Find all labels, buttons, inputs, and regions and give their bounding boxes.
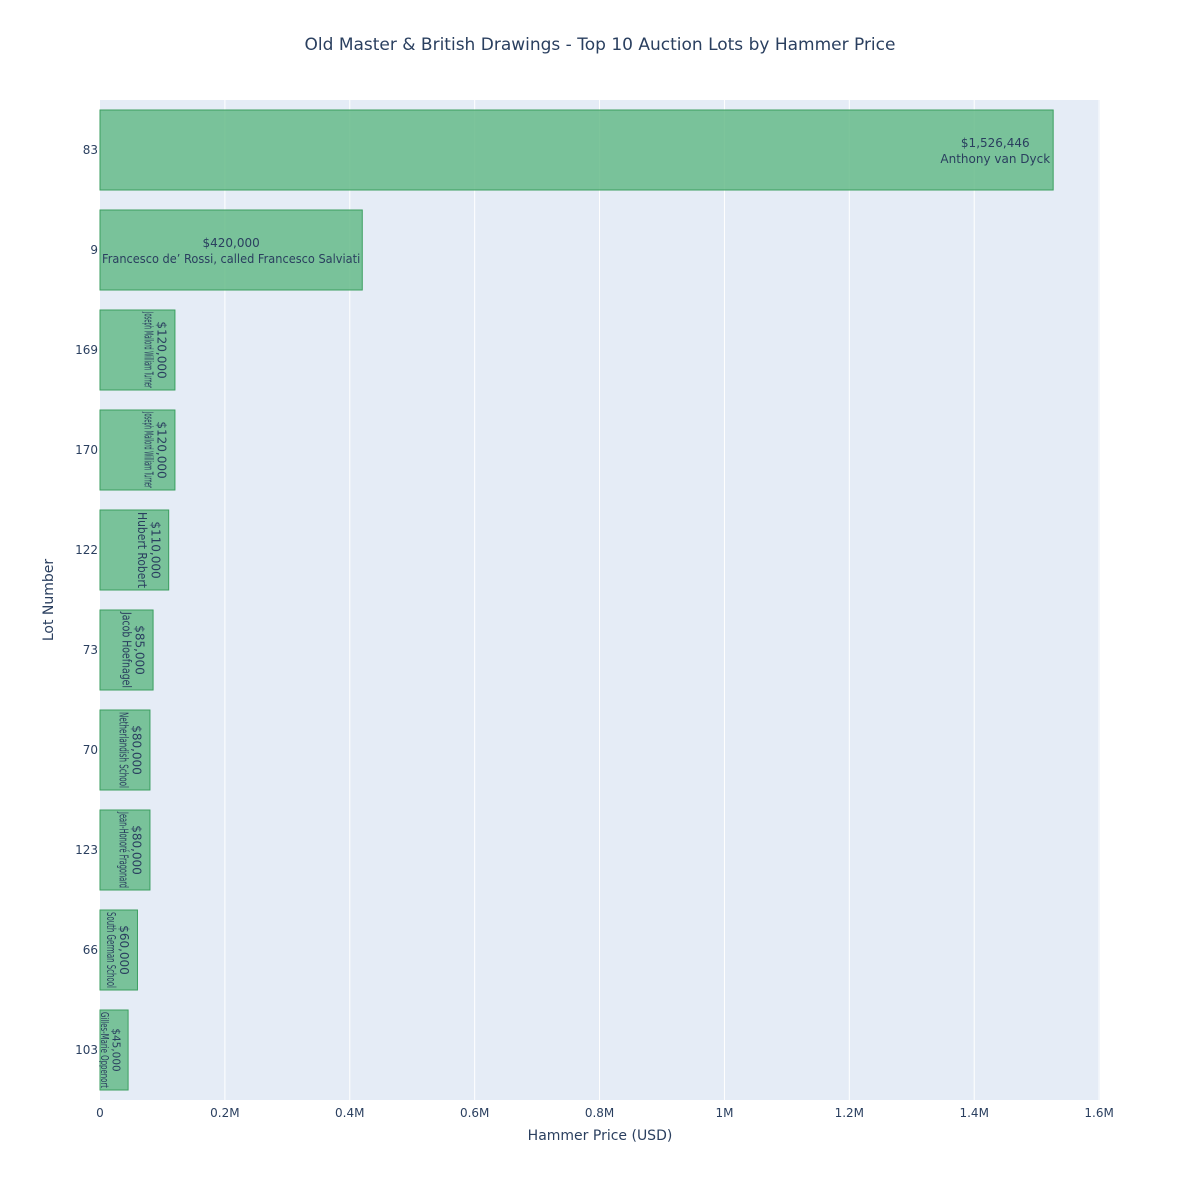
bar-artist-label: Joseph Mallord William Turner (141, 312, 155, 388)
y-tick-label: 123 (75, 843, 98, 857)
bar-artist-label: South German School (104, 912, 118, 988)
bar-price-label: $80,000 (130, 725, 144, 775)
y-tick-label: 169 (75, 343, 98, 357)
bar-lot-73 (99, 609, 154, 691)
y-tick-label: 73 (83, 643, 98, 657)
bar-price-label: $120,000 (155, 421, 169, 478)
y-tick-label: 103 (75, 1043, 98, 1057)
x-axis-ticks: 0 0.2M 0.4M 0.6M 0.8M 1M 1.2M 1.4M 1.6M (96, 1106, 1114, 1120)
bar-artist-label: Netherlandish School (116, 712, 130, 788)
y-axis-title: Lot Number (41, 559, 57, 642)
bar-lot-123 (99, 809, 151, 891)
bar-price-label: $110,000 (148, 521, 162, 578)
y-axis-ticks: 83 9 169 170 122 73 70 123 66 103 (75, 143, 98, 1057)
bar-artist-label: Anthony van Dyck (940, 152, 1050, 166)
bar-artist-label: Hubert Robert (135, 512, 149, 588)
y-tick-label: 170 (75, 443, 98, 457)
bar-artist-label: Gilles-Marie Oppenort (98, 1012, 110, 1088)
x-tick-label: 0.8M (585, 1106, 614, 1120)
bar-price-label: $85,000 (133, 625, 147, 675)
bar-lot-70 (99, 709, 151, 791)
bar-artist-label: Jean-Honoré Fragonard (116, 811, 130, 888)
bar-lot-83 (99, 109, 1054, 191)
x-tick-label: 1.4M (959, 1106, 988, 1120)
y-tick-label: 122 (75, 543, 98, 557)
bar-artist-label: Joseph Mallord William Turner (141, 412, 155, 488)
bar-price-label: $1,526,446 (961, 136, 1030, 150)
y-tick-label: 83 (83, 143, 98, 157)
y-tick-label: 66 (83, 943, 98, 957)
x-tick-label: 1.2M (835, 1106, 864, 1120)
x-tick-label: 0.6M (460, 1106, 489, 1120)
bar-artist-label: Jacob Hoefnagel (119, 611, 133, 688)
x-tick-label: 0.2M (210, 1106, 239, 1120)
bar-artist-label: Francesco de’ Rossi, called Francesco Sa… (102, 252, 360, 266)
bar-lot-122 (99, 509, 170, 591)
bar-lot-169 (99, 309, 176, 391)
y-tick-label: 9 (90, 243, 98, 257)
bar-price-label: $80,000 (130, 825, 144, 875)
bar-lot-170 (99, 409, 176, 491)
bar-price-label: $420,000 (202, 236, 259, 250)
bar-price-label: $120,000 (155, 321, 169, 378)
y-tick-label: 70 (83, 743, 98, 757)
x-tick-label: 1M (715, 1106, 733, 1120)
bar-price-label: $45,000 (110, 1028, 122, 1071)
bar-lot-9 (99, 209, 363, 291)
x-tick-label: 1.6M (1084, 1106, 1113, 1120)
x-axis-title: Hammer Price (USD) (528, 1128, 673, 1144)
x-tick-label: 0 (96, 1106, 104, 1120)
bar-lot-66 (99, 909, 138, 991)
bar-lot-103 (99, 1009, 129, 1091)
bar-price-label: $60,000 (117, 925, 131, 975)
bars: $1,526,446 Anthony van Dyck $420,000 France… (98, 109, 1054, 1091)
chart-title: Old Master & British Drawings - Top 10 A… (305, 35, 896, 55)
x-tick-label: 0.4M (335, 1106, 364, 1120)
